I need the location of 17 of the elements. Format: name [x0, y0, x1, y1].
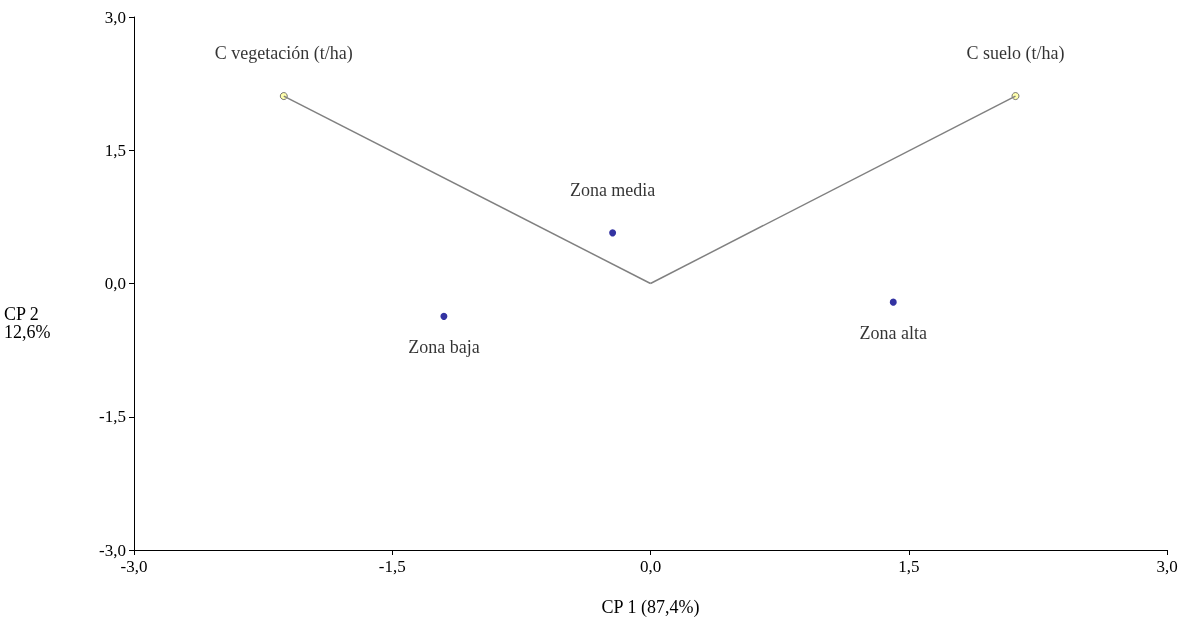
- x-axis-title: CP 1 (87,4%): [601, 597, 700, 618]
- x-tick-label: -3,0: [120, 557, 148, 576]
- y-tick-label: 1,5: [104, 140, 126, 160]
- text: Zona media: [569, 180, 656, 201]
- y-axis-title: CP 2 12,6%: [4, 304, 51, 342]
- y-tick-label: -1,5: [99, 407, 126, 427]
- text: C vegetación (t/ha): [214, 43, 353, 65]
- text: C suelo (t/ha): [966, 43, 1065, 65]
- x-tick-label: 0,0: [639, 557, 662, 576]
- y-tick-label: 0,0: [104, 274, 126, 293]
- x-tick-label: -1,5: [378, 557, 406, 576]
- y-tick-label: 3,0: [104, 7, 126, 27]
- series-label: Zona alta: [859, 322, 927, 343]
- y-tick-label: -3,0: [99, 540, 126, 560]
- x-tick-label: 1,5: [898, 557, 920, 576]
- series-label: Zona baja: [408, 336, 480, 357]
- x-tick-label: 3,0: [1156, 557, 1178, 576]
